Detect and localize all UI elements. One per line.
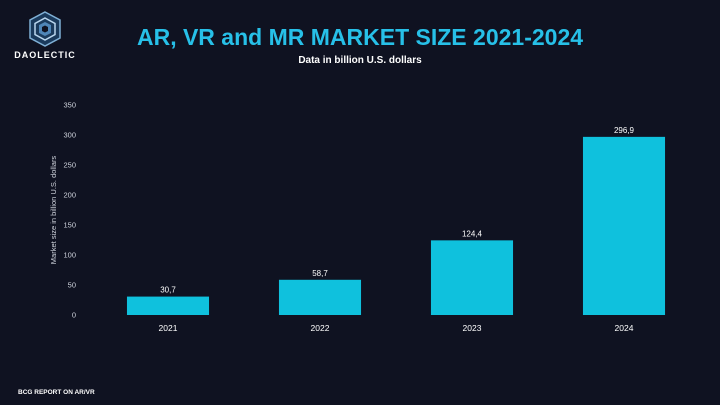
y-tick-label: 100: [63, 251, 76, 260]
chart-title: AR, VR and MR MARKET SIZE 2021-2024: [136, 24, 584, 50]
chart-subtitle: Data in billion U.S. dollars: [298, 55, 422, 66]
x-tick-label: 2022: [311, 323, 330, 333]
y-tick-label: 0: [72, 311, 76, 320]
brand-logo: DAOLECTIC: [14, 10, 76, 68]
x-tick-label: 2021: [159, 323, 178, 333]
data-label: 30,7: [160, 286, 176, 295]
bar-2021: [126, 296, 210, 315]
bar-2023: [430, 240, 514, 315]
source-note: BCG REPORT ON AR/VR: [18, 389, 95, 396]
y-tick-label: 50: [68, 281, 76, 290]
y-tick-label: 350: [63, 101, 76, 110]
y-tick-label: 200: [63, 191, 76, 200]
data-label: 58,7: [312, 269, 328, 278]
y-tick-label: 250: [63, 161, 76, 170]
x-tick-label: 2023: [463, 323, 482, 333]
bar-2022: [278, 279, 362, 315]
x-tick-label: 2024: [615, 323, 634, 333]
y-axis-label: Market size in billion U.S. dollars: [49, 156, 58, 265]
y-tick-label: 300: [63, 131, 76, 140]
y-tick-label: 150: [63, 221, 76, 230]
data-label: 124,4: [462, 229, 483, 238]
logo-wordmark: DAOLECTIC: [14, 50, 76, 60]
bar-2024: [582, 136, 666, 315]
hexagon-logo-icon: [29, 11, 61, 47]
data-label: 296,9: [614, 126, 635, 135]
